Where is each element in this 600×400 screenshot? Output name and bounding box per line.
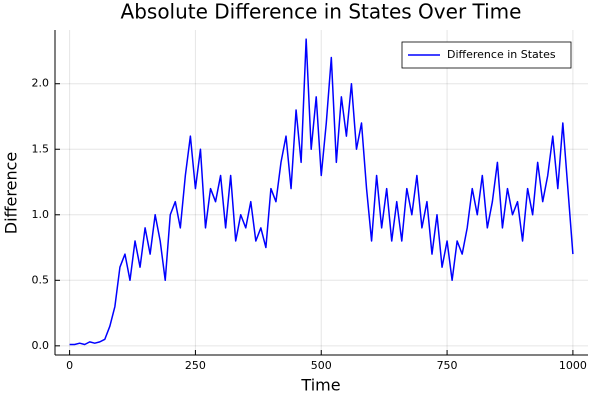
chart-title: Absolute Difference in States Over Time — [121, 0, 522, 24]
x-axis-label: Time — [300, 376, 340, 395]
y-axis-label: Difference — [2, 152, 21, 234]
x-tick-label: 1000 — [559, 359, 587, 372]
y-tick-label: 0.5 — [32, 273, 50, 286]
x-tick-label: 750 — [437, 359, 458, 372]
y-tick-label: 1.5 — [32, 142, 50, 155]
line-series — [69, 38, 574, 346]
x-tick-label: 250 — [185, 359, 206, 372]
x-tick-label: 500 — [311, 359, 332, 372]
legend-label: Difference in States — [447, 48, 556, 61]
x-tick-label: 0 — [66, 359, 73, 372]
y-tick-label: 1.0 — [32, 208, 50, 221]
y-tick-label: 2.0 — [32, 77, 50, 90]
y-tick-label: 0.0 — [32, 339, 50, 352]
